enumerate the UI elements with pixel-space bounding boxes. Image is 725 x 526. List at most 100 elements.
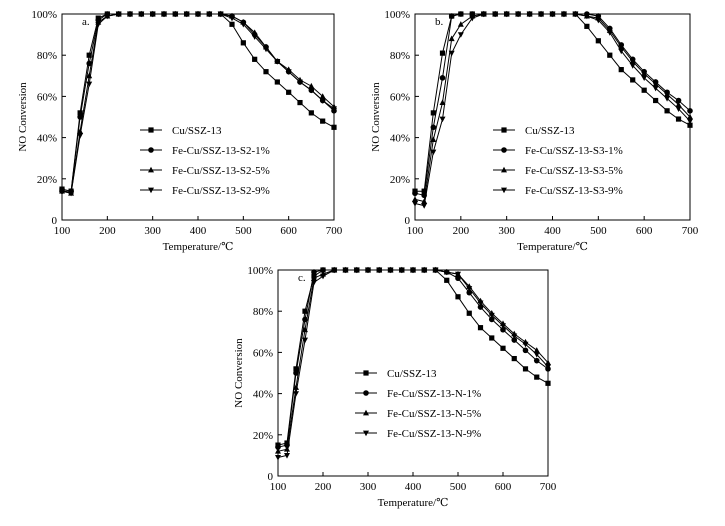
y-tick-label: 40% bbox=[390, 133, 410, 145]
y-tick-label: 60% bbox=[253, 347, 273, 359]
data-point bbox=[77, 128, 84, 134]
data-point bbox=[629, 58, 636, 64]
data-point bbox=[376, 267, 383, 274]
data-point bbox=[275, 455, 281, 461]
legend-marker bbox=[363, 390, 369, 396]
data-point bbox=[308, 110, 314, 116]
data-point bbox=[319, 93, 326, 99]
series-line bbox=[277, 269, 549, 448]
data-point bbox=[398, 267, 405, 274]
data-point bbox=[477, 325, 484, 331]
y-tick-label: 100% bbox=[384, 9, 410, 21]
legend-marker bbox=[363, 370, 369, 376]
data-point bbox=[618, 67, 624, 73]
data-point bbox=[353, 267, 360, 274]
legend-item: Fe-Cu/SSZ-13-N-1% bbox=[355, 388, 481, 400]
panel-a: 100 200 300 400 500 600 700 0 20% 40% 60% 80% 100% Te… bbox=[17, 9, 343, 253]
data-point bbox=[229, 15, 235, 22]
x-tick-label: 500 bbox=[450, 481, 467, 493]
series-2 bbox=[275, 267, 551, 450]
data-point bbox=[331, 124, 337, 130]
data-point bbox=[308, 82, 315, 89]
data-point bbox=[511, 355, 517, 362]
data-point bbox=[653, 97, 659, 104]
data-point bbox=[421, 188, 427, 194]
data-point bbox=[458, 11, 464, 17]
data-point bbox=[263, 69, 269, 75]
data-point bbox=[149, 11, 156, 18]
y-tick-label: 60% bbox=[390, 91, 410, 103]
data-point bbox=[302, 308, 308, 314]
data-point bbox=[595, 38, 601, 44]
data-point bbox=[511, 333, 518, 340]
legend-marker bbox=[501, 166, 507, 173]
data-point bbox=[664, 91, 671, 97]
y-tick-label: 60% bbox=[37, 91, 57, 103]
data-point bbox=[687, 113, 693, 120]
data-point bbox=[430, 124, 437, 131]
data-point bbox=[217, 11, 224, 18]
data-point bbox=[583, 13, 590, 20]
data-point bbox=[263, 46, 269, 53]
x-tick-label: 600 bbox=[495, 481, 512, 493]
legend: Cu/SSZ-13 Fe-Cu/SSZ-13-S2-1% Fe-Cu/SSZ-13-… bbox=[140, 125, 270, 197]
legend-item: Fe-Cu/SSZ-13-S3-1% bbox=[493, 145, 623, 157]
x-tick-label: 500 bbox=[235, 225, 252, 237]
data-point bbox=[68, 190, 75, 197]
x-axis-label: Temperature/℃ bbox=[378, 497, 449, 509]
legend-label: Fe-Cu/SSZ-13-N-9% bbox=[387, 428, 481, 440]
data-point bbox=[477, 304, 484, 310]
data-point bbox=[302, 337, 308, 344]
data-point bbox=[86, 52, 92, 58]
data-point bbox=[500, 323, 506, 329]
series-4 bbox=[59, 11, 337, 197]
data-point bbox=[503, 11, 510, 18]
legend-label: Fe-Cu/SSZ-13-S3-9% bbox=[525, 185, 623, 197]
y-tick-label: 40% bbox=[37, 133, 57, 145]
legend: Cu/SSZ-13 Fe-Cu/SSZ-13-N-1% Fe-Cu/SSZ-13-N… bbox=[355, 368, 481, 440]
data-point bbox=[412, 201, 418, 207]
data-point bbox=[293, 391, 299, 397]
legend-label: Cu/SSZ-13 bbox=[172, 125, 222, 137]
x-tick-label: 300 bbox=[360, 481, 377, 493]
data-point bbox=[545, 380, 551, 386]
series-1 bbox=[275, 267, 551, 448]
data-point bbox=[533, 352, 540, 358]
data-point bbox=[630, 77, 636, 83]
x-tick-label: 200 bbox=[99, 225, 116, 237]
data-point bbox=[443, 269, 450, 276]
y-tick-label: 100% bbox=[31, 9, 57, 21]
series-4 bbox=[412, 11, 693, 209]
legend-item: Cu/SSZ-13 bbox=[355, 368, 437, 380]
data-point bbox=[549, 11, 556, 18]
data-point bbox=[477, 300, 484, 307]
data-point bbox=[687, 118, 693, 125]
legend-label: Fe-Cu/SSZ-13-S3-5% bbox=[525, 165, 623, 177]
panel-label: c. bbox=[298, 272, 306, 284]
legend-label: Fe-Cu/SSZ-13-N-5% bbox=[387, 408, 481, 420]
y-tick-label: 80% bbox=[253, 306, 273, 318]
data-point bbox=[195, 11, 201, 18]
data-point bbox=[687, 122, 693, 128]
data-point bbox=[274, 58, 281, 65]
data-point bbox=[206, 11, 213, 18]
data-point bbox=[522, 366, 529, 372]
data-point bbox=[439, 75, 446, 81]
data-point bbox=[526, 11, 533, 18]
data-point bbox=[59, 188, 65, 195]
x-tick-label: 100 bbox=[54, 225, 71, 237]
data-point bbox=[606, 30, 613, 36]
data-point bbox=[285, 69, 292, 75]
data-point bbox=[545, 359, 551, 366]
data-point bbox=[511, 337, 518, 343]
x-tick-label: 600 bbox=[636, 225, 653, 237]
legend-item: Fe-Cu/SSZ-13-N-9% bbox=[355, 428, 481, 440]
data-point bbox=[675, 97, 682, 104]
data-point bbox=[252, 56, 258, 62]
data-point bbox=[274, 79, 280, 85]
data-point bbox=[492, 11, 499, 18]
legend-marker bbox=[363, 430, 369, 437]
data-point bbox=[500, 326, 506, 333]
data-point bbox=[439, 116, 446, 123]
